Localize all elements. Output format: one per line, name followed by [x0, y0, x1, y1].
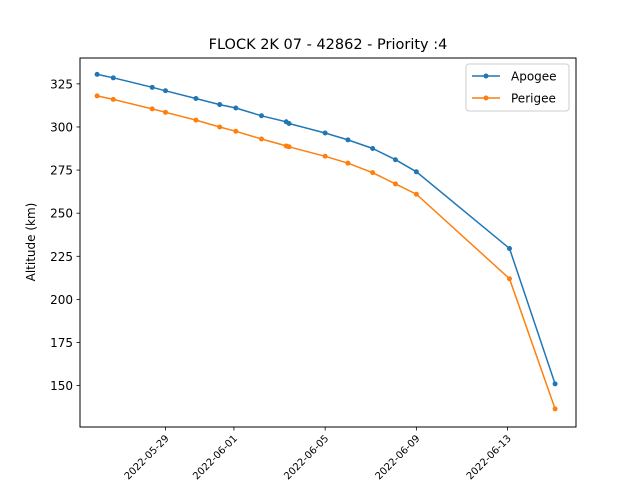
apogee-point [392, 157, 398, 163]
perigee-point [413, 191, 419, 197]
apogee-point [94, 71, 100, 77]
perigee-point [233, 128, 239, 134]
perigee-point [345, 160, 351, 166]
legend-perigee-label: Perigee [511, 92, 556, 106]
perigee-point [149, 106, 155, 112]
perigee-point [392, 181, 398, 187]
apogee-point [506, 246, 512, 252]
y-axis-label: Altitude (km) [24, 203, 38, 282]
legend-apogee-marker [483, 73, 489, 79]
y-tick-label: 275 [50, 164, 73, 178]
perigee-point [506, 276, 512, 282]
perigee-point [110, 96, 116, 102]
y-tick-label: 325 [50, 77, 73, 91]
y-tick-label: 200 [50, 293, 73, 307]
apogee-point [110, 75, 116, 81]
legend: Apogee Perigee [465, 63, 570, 112]
y-tick-label: 250 [50, 207, 73, 221]
y-tick-label: 300 [50, 120, 73, 134]
perigee-point [286, 144, 292, 150]
y-tick-label: 175 [50, 336, 73, 350]
perigee-point [217, 124, 223, 130]
apogee-point [233, 105, 239, 111]
legend-perigee-marker [483, 95, 489, 101]
apogee-point [193, 96, 199, 102]
apogee-point [413, 169, 419, 175]
y-tick-label: 150 [50, 379, 73, 393]
perigee-point [258, 136, 264, 142]
apogee-point [258, 113, 264, 119]
perigee-point [163, 109, 169, 115]
perigee-point [552, 406, 558, 412]
perigee-point [94, 93, 100, 99]
apogee-point [217, 102, 223, 108]
perigee-point [322, 153, 328, 159]
apogee-point [163, 88, 169, 94]
apogee-point [552, 381, 558, 387]
apogee-point [322, 130, 328, 136]
plot-frame [79, 57, 577, 428]
legend-apogee-label: Apogee [511, 70, 557, 84]
perigee-point [193, 117, 199, 123]
apogee-point [370, 146, 376, 152]
apogee-point [286, 121, 292, 127]
apogee-point [149, 84, 155, 90]
y-tick-label: 225 [50, 250, 73, 264]
y-axis: 150 175 200 225 250 275 300 325 [50, 77, 80, 393]
perigee-point [370, 170, 376, 176]
plot-series [94, 71, 558, 412]
apogee-point [345, 137, 351, 143]
chart-title: FLOCK 2K 07 - 42862 - Priority :4 [209, 37, 448, 53]
